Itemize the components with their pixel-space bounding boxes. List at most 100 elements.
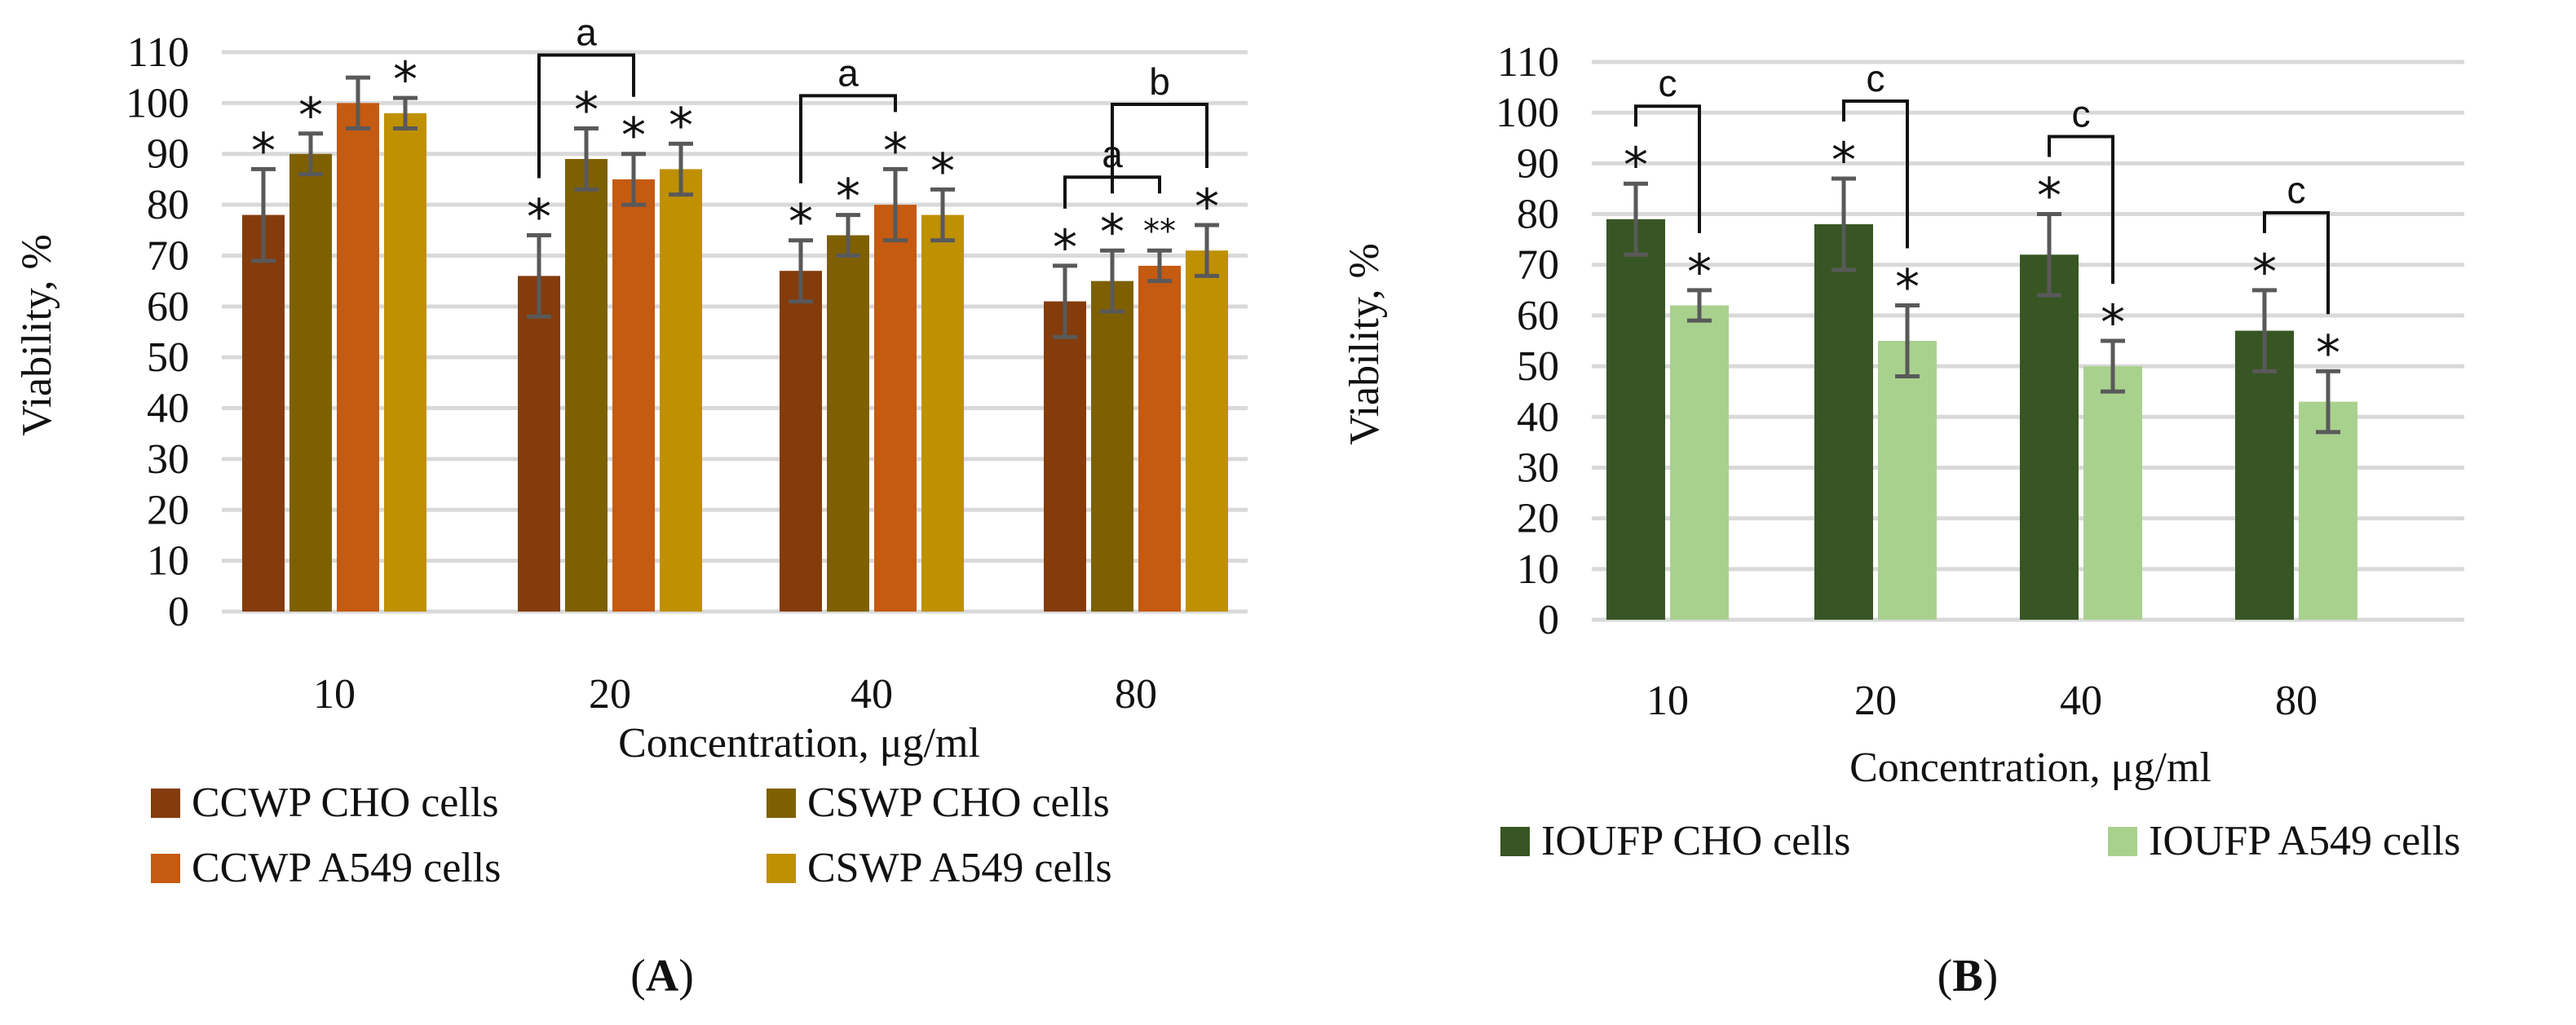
significance-mark: * — [930, 143, 955, 200]
bracket-label: c — [2287, 169, 2306, 211]
bar — [289, 153, 332, 612]
bar — [384, 113, 426, 612]
significance-mark: * — [251, 122, 276, 179]
significance-mark: * — [1687, 244, 1712, 301]
x-axis-title: Concentration, μg/ml — [618, 720, 980, 767]
panel-label-part: ) — [678, 951, 694, 1001]
y-tick-label: 100 — [126, 80, 189, 126]
legend-label: CSWP CHO cells — [807, 780, 1110, 826]
panel-label: (B) — [1938, 951, 1999, 1001]
y-tick-label: 60 — [147, 284, 189, 330]
significance-mark: * — [574, 82, 599, 139]
bar — [827, 235, 869, 612]
y-tick-label: 20 — [147, 487, 189, 533]
bar — [1186, 250, 1228, 612]
panel-label-part: ( — [1938, 951, 1953, 1001]
legend-label: CCWP CHO cells — [192, 780, 499, 826]
y-tick-label: 40 — [1517, 394, 1559, 440]
bracket-label: c — [1659, 62, 1677, 104]
panel-label-part: ) — [1983, 951, 1999, 1001]
significance-bracket — [1111, 103, 1208, 194]
y-tick-label: 40 — [147, 386, 189, 432]
significance-mark: ** — [1143, 213, 1176, 250]
panel-label-part: B — [1952, 951, 1982, 1001]
significance-bracket — [537, 53, 635, 179]
significance-mark: * — [298, 87, 323, 144]
significance-mark: * — [2101, 294, 2125, 351]
significance-bracket — [799, 94, 897, 183]
significance-bracket — [1634, 104, 1701, 233]
panel-label-part: A — [646, 951, 679, 1001]
bar — [1138, 265, 1181, 612]
bar — [780, 271, 822, 612]
bar — [242, 214, 285, 612]
bar — [1814, 223, 1873, 620]
y-tick-label: 10 — [1517, 546, 1559, 593]
bar — [2235, 330, 2294, 620]
legend-label: IOUFP A549 cells — [2149, 818, 2460, 864]
significance-mark: * — [2252, 244, 2277, 301]
legend-label: CSWP A549 cells — [807, 845, 1112, 891]
bar — [2083, 366, 2142, 620]
y-tick-label: 70 — [1517, 242, 1559, 289]
y-tick-label: 100 — [1496, 90, 1559, 136]
y-tick-label: 90 — [147, 131, 189, 178]
x-tick-label: 20 — [589, 671, 631, 718]
bracket-label: a — [576, 11, 597, 54]
legend-swatch — [2108, 827, 2137, 856]
x-tick-label: 80 — [1115, 671, 1157, 718]
y-tick-label: 0 — [1538, 597, 1559, 643]
bar — [2299, 401, 2357, 620]
significance-mark: * — [1195, 179, 1219, 236]
bar — [874, 205, 917, 612]
bar — [612, 179, 655, 612]
x-tick-label: 40 — [2060, 678, 2102, 724]
y-tick-label: 30 — [1517, 444, 1559, 491]
y-tick-label: 10 — [147, 538, 189, 585]
bar — [660, 169, 702, 612]
bar — [337, 103, 379, 612]
bar — [1091, 281, 1133, 612]
x-tick-label: 20 — [1854, 678, 1897, 724]
significance-mark: * — [883, 122, 908, 179]
bar — [921, 214, 964, 612]
legend-swatch — [767, 789, 796, 818]
bar — [1044, 301, 1086, 612]
y-tick-label: 110 — [127, 29, 189, 76]
legend-swatch — [151, 854, 180, 883]
y-tick-label: 80 — [147, 182, 189, 228]
bar — [1878, 341, 1937, 620]
legend-label: IOUFP CHO cells — [1541, 818, 1850, 864]
bar — [518, 276, 560, 612]
y-axis-title: Viability, % — [1341, 243, 1388, 445]
y-tick-label: 90 — [1517, 140, 1559, 187]
legend-swatch — [767, 854, 796, 883]
y-tick-label: 80 — [1517, 192, 1559, 238]
legend-label: CCWP A549 cells — [192, 845, 501, 891]
y-tick-label: 110 — [1497, 39, 1559, 86]
legend-swatch — [151, 789, 180, 818]
y-tick-label: 50 — [147, 334, 189, 381]
significance-mark: * — [2037, 168, 2061, 225]
significance-mark: * — [1100, 204, 1125, 261]
bracket-label: a — [837, 51, 859, 94]
y-axis-title: Viability, % — [14, 234, 60, 436]
significance-mark: * — [836, 169, 860, 226]
bar — [565, 158, 608, 612]
significance-mark: * — [393, 51, 418, 108]
bracket-label: b — [1149, 60, 1170, 103]
significance-mark: * — [789, 194, 813, 251]
bar — [2020, 254, 2079, 620]
x-tick-label: 80 — [2275, 678, 2318, 724]
legend-swatch — [1500, 827, 1530, 856]
x-tick-label: 10 — [313, 671, 356, 718]
y-tick-label: 0 — [168, 589, 189, 635]
y-tick-label: 50 — [1517, 343, 1559, 390]
significance-bracket — [2263, 210, 2330, 315]
y-tick-label: 20 — [1517, 496, 1559, 542]
panel-label: (A) — [630, 951, 694, 1001]
bracket-label: c — [1867, 57, 1885, 99]
